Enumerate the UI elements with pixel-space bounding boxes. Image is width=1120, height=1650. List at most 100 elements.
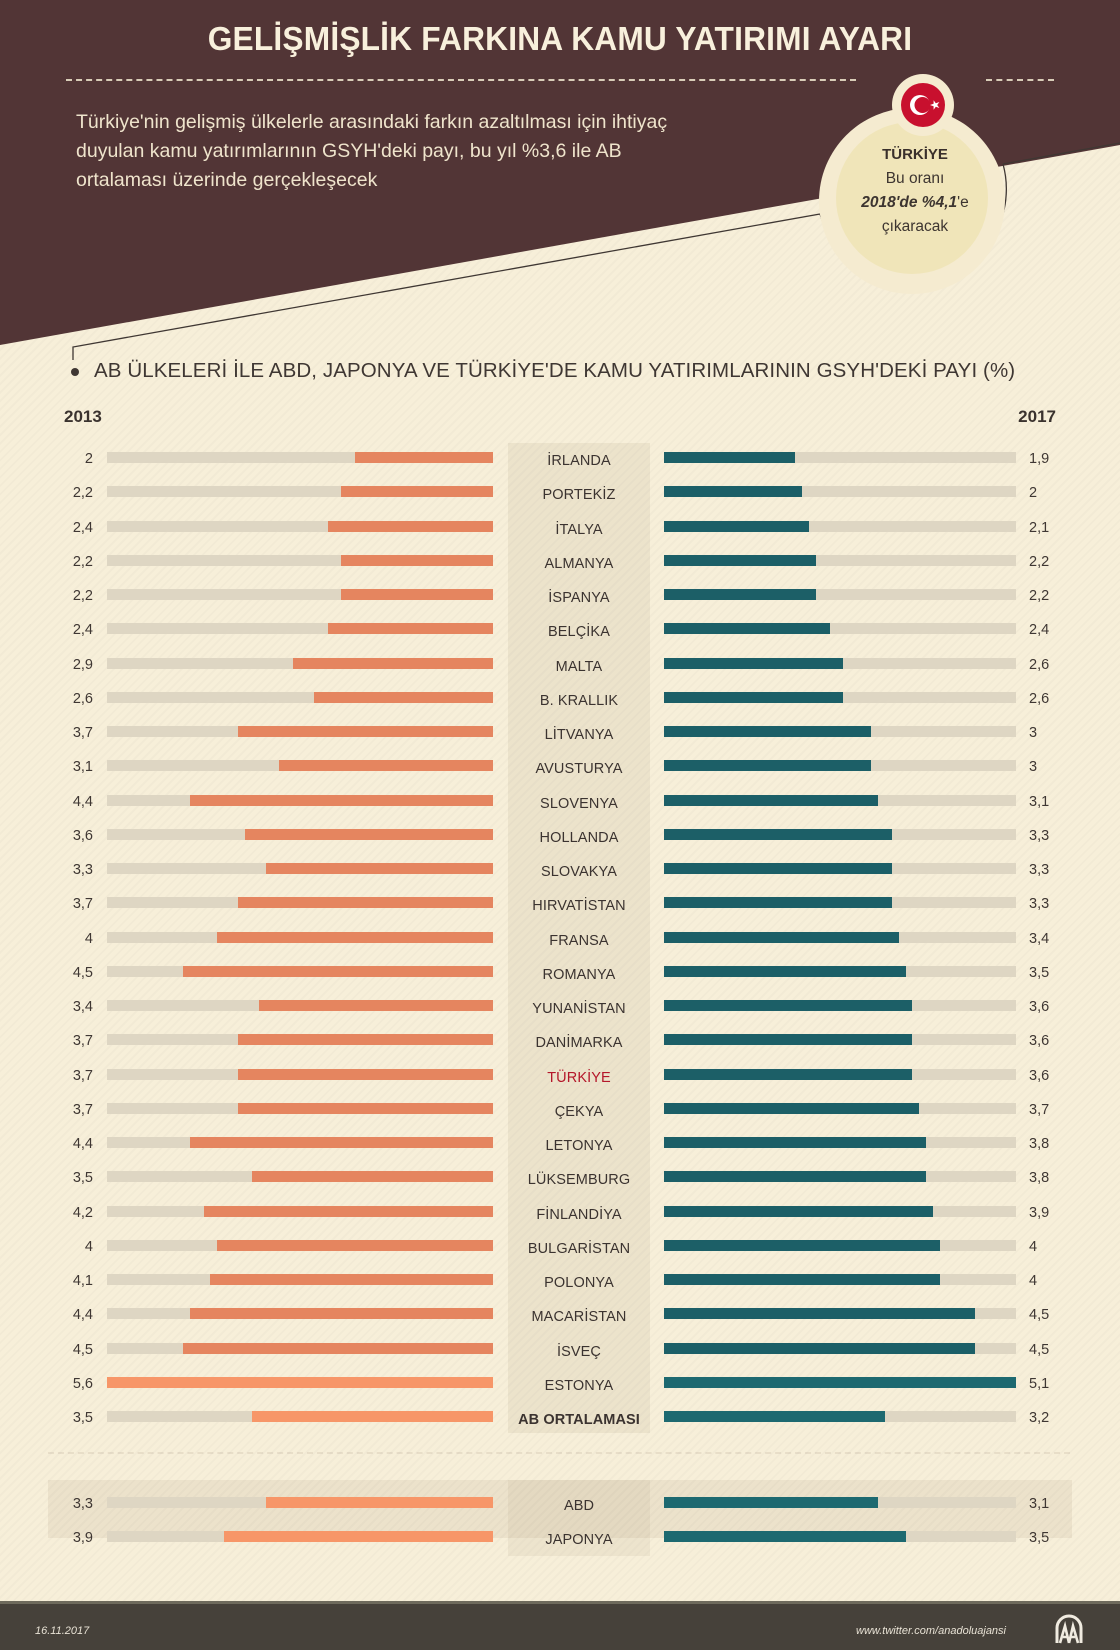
table-row: 3,7 ÇEKYA 3,7 — [0, 1102, 1120, 1136]
page-title: GELİŞMİŞLİK FARKINA KAMU YATIRIMI AYARI — [207, 20, 913, 57]
country-label: LÜKSEMBURG — [527, 1172, 631, 1188]
bar-2013 — [203, 1206, 493, 1217]
bar-2017 — [664, 726, 872, 737]
bar-track-2017 — [664, 555, 1016, 566]
bar-2017 — [664, 863, 892, 874]
turkey-badge-inner — [836, 122, 988, 274]
bar-2017 — [664, 1308, 975, 1319]
bar-2013 — [224, 1531, 493, 1542]
country-label: AVUSTURYA — [535, 761, 623, 777]
value-2017: 3,8 — [1029, 1170, 1050, 1186]
table-row: 3,1 AVUSTURYA 3 — [0, 759, 1120, 793]
bar-2013 — [182, 966, 493, 977]
value-2017: 3,6 — [1029, 1033, 1050, 1049]
value-2017: 3,8 — [1029, 1136, 1050, 1152]
value-2017: 4,5 — [1029, 1342, 1050, 1358]
value-2013: 4,5 — [72, 965, 93, 981]
table-row: 2,2 ALMANYA 2,2 — [0, 554, 1120, 588]
bar-2013 — [341, 486, 493, 497]
bar-2017 — [664, 1411, 885, 1422]
bar-track-2017 — [664, 589, 1016, 600]
bar-2017 — [664, 1171, 927, 1182]
country-label: ALMANYA — [544, 556, 614, 572]
value-2017: 3,6 — [1029, 999, 1050, 1015]
value-2013: 3,7 — [72, 725, 93, 741]
value-2013: 2,2 — [72, 485, 93, 501]
bar-track-2017 — [664, 486, 1016, 497]
value-2017: 3,3 — [1029, 828, 1050, 844]
bar-2013 — [217, 1240, 493, 1251]
country-label: HOLLANDA — [539, 830, 619, 846]
country-label: ESTONYA — [544, 1378, 614, 1394]
badge-country: TÜRKİYE — [882, 146, 948, 163]
value-2013: 3,5 — [72, 1170, 93, 1186]
value-2017: 4,5 — [1029, 1307, 1050, 1323]
bar-2017 — [664, 1497, 878, 1508]
bar-track-2017 — [664, 452, 1016, 463]
value-2013: 4 — [84, 931, 93, 947]
table-row: 4 FRANSA 3,4 — [0, 931, 1120, 965]
table-row: 2 İRLANDA 1,9 — [0, 451, 1120, 485]
bar-2017 — [664, 1274, 941, 1285]
table-row: 2,6 B. KRALLIK 2,6 — [0, 691, 1120, 725]
value-2013: 4,2 — [72, 1205, 93, 1221]
bar-2017 — [664, 795, 878, 806]
value-2017: 2,4 — [1029, 622, 1050, 638]
country-label: İTALYA — [555, 522, 603, 538]
table-row: 2,4 İTALYA 2,1 — [0, 520, 1120, 554]
value-2013: 3,6 — [72, 828, 93, 844]
bar-2017 — [664, 1531, 906, 1542]
bar-2013 — [313, 692, 493, 703]
value-2017: 3,5 — [1029, 965, 1050, 981]
bar-2013 — [189, 795, 493, 806]
title-divider-left — [66, 79, 856, 81]
bar-track-2013 — [107, 555, 493, 566]
year-label-2013: 2013 — [64, 407, 102, 426]
bar-2017 — [664, 1103, 920, 1114]
value-2013: 4,1 — [72, 1273, 93, 1289]
country-label: YUNANİSTAN — [532, 1001, 626, 1017]
value-2013: 2,6 — [72, 691, 93, 707]
value-2017: 2 — [1029, 485, 1038, 501]
bar-2017 — [664, 1000, 913, 1011]
chart-title-bullet — [71, 368, 79, 376]
value-2017: 3,1 — [1029, 794, 1050, 810]
bar-track-2013 — [107, 692, 493, 703]
table-row: 3,7 TÜRKİYE 3,6 — [0, 1068, 1120, 1102]
country-column-background — [508, 443, 650, 1433]
value-2017: 3,6 — [1029, 1068, 1050, 1084]
bar-2013 — [265, 863, 493, 874]
bar-2013 — [189, 1137, 493, 1148]
footer-url[interactable]: www.twitter.com/anadoluajansi — [856, 1625, 1006, 1637]
section-divider — [48, 1452, 1070, 1454]
bar-2017 — [664, 1377, 1016, 1388]
bar-2013 — [327, 623, 493, 634]
value-2013: 4,5 — [72, 1342, 93, 1358]
value-2017: 3,1 — [1029, 1496, 1050, 1512]
table-row: 2,2 PORTEKİZ 2 — [0, 485, 1120, 519]
year-label-2017: 2017 — [1018, 407, 1056, 426]
table-row: 2,4 BELÇİKA 2,4 — [0, 622, 1120, 656]
bar-2013 — [244, 829, 493, 840]
bar-2017 — [664, 760, 872, 771]
bar-2013 — [341, 589, 493, 600]
value-2013: 2 — [84, 451, 93, 467]
bar-2017 — [664, 555, 816, 566]
value-2013: 3,3 — [72, 1496, 93, 1512]
bar-2013 — [279, 760, 493, 771]
value-2013: 3,7 — [72, 1033, 93, 1049]
bar-track-2017 — [664, 623, 1016, 634]
bar-2017 — [664, 1069, 913, 1080]
bar-2017 — [664, 521, 809, 532]
value-2013: 3,5 — [72, 1410, 93, 1426]
bar-2017 — [664, 1137, 927, 1148]
bar-2017 — [664, 623, 830, 634]
table-row: 5,6 ESTONYA 5,1 — [0, 1376, 1120, 1410]
value-2013: 3,1 — [72, 759, 93, 775]
value-2017: 2,1 — [1029, 520, 1050, 536]
chart-title: AB ÜLKELERİ İLE ABD, JAPONYA VE TÜRKİYE'… — [94, 359, 1016, 382]
country-label: ROMANYA — [542, 967, 616, 983]
country-label: İSVEÇ — [556, 1344, 601, 1360]
bar-track-2013 — [107, 589, 493, 600]
bar-2013 — [237, 897, 493, 908]
